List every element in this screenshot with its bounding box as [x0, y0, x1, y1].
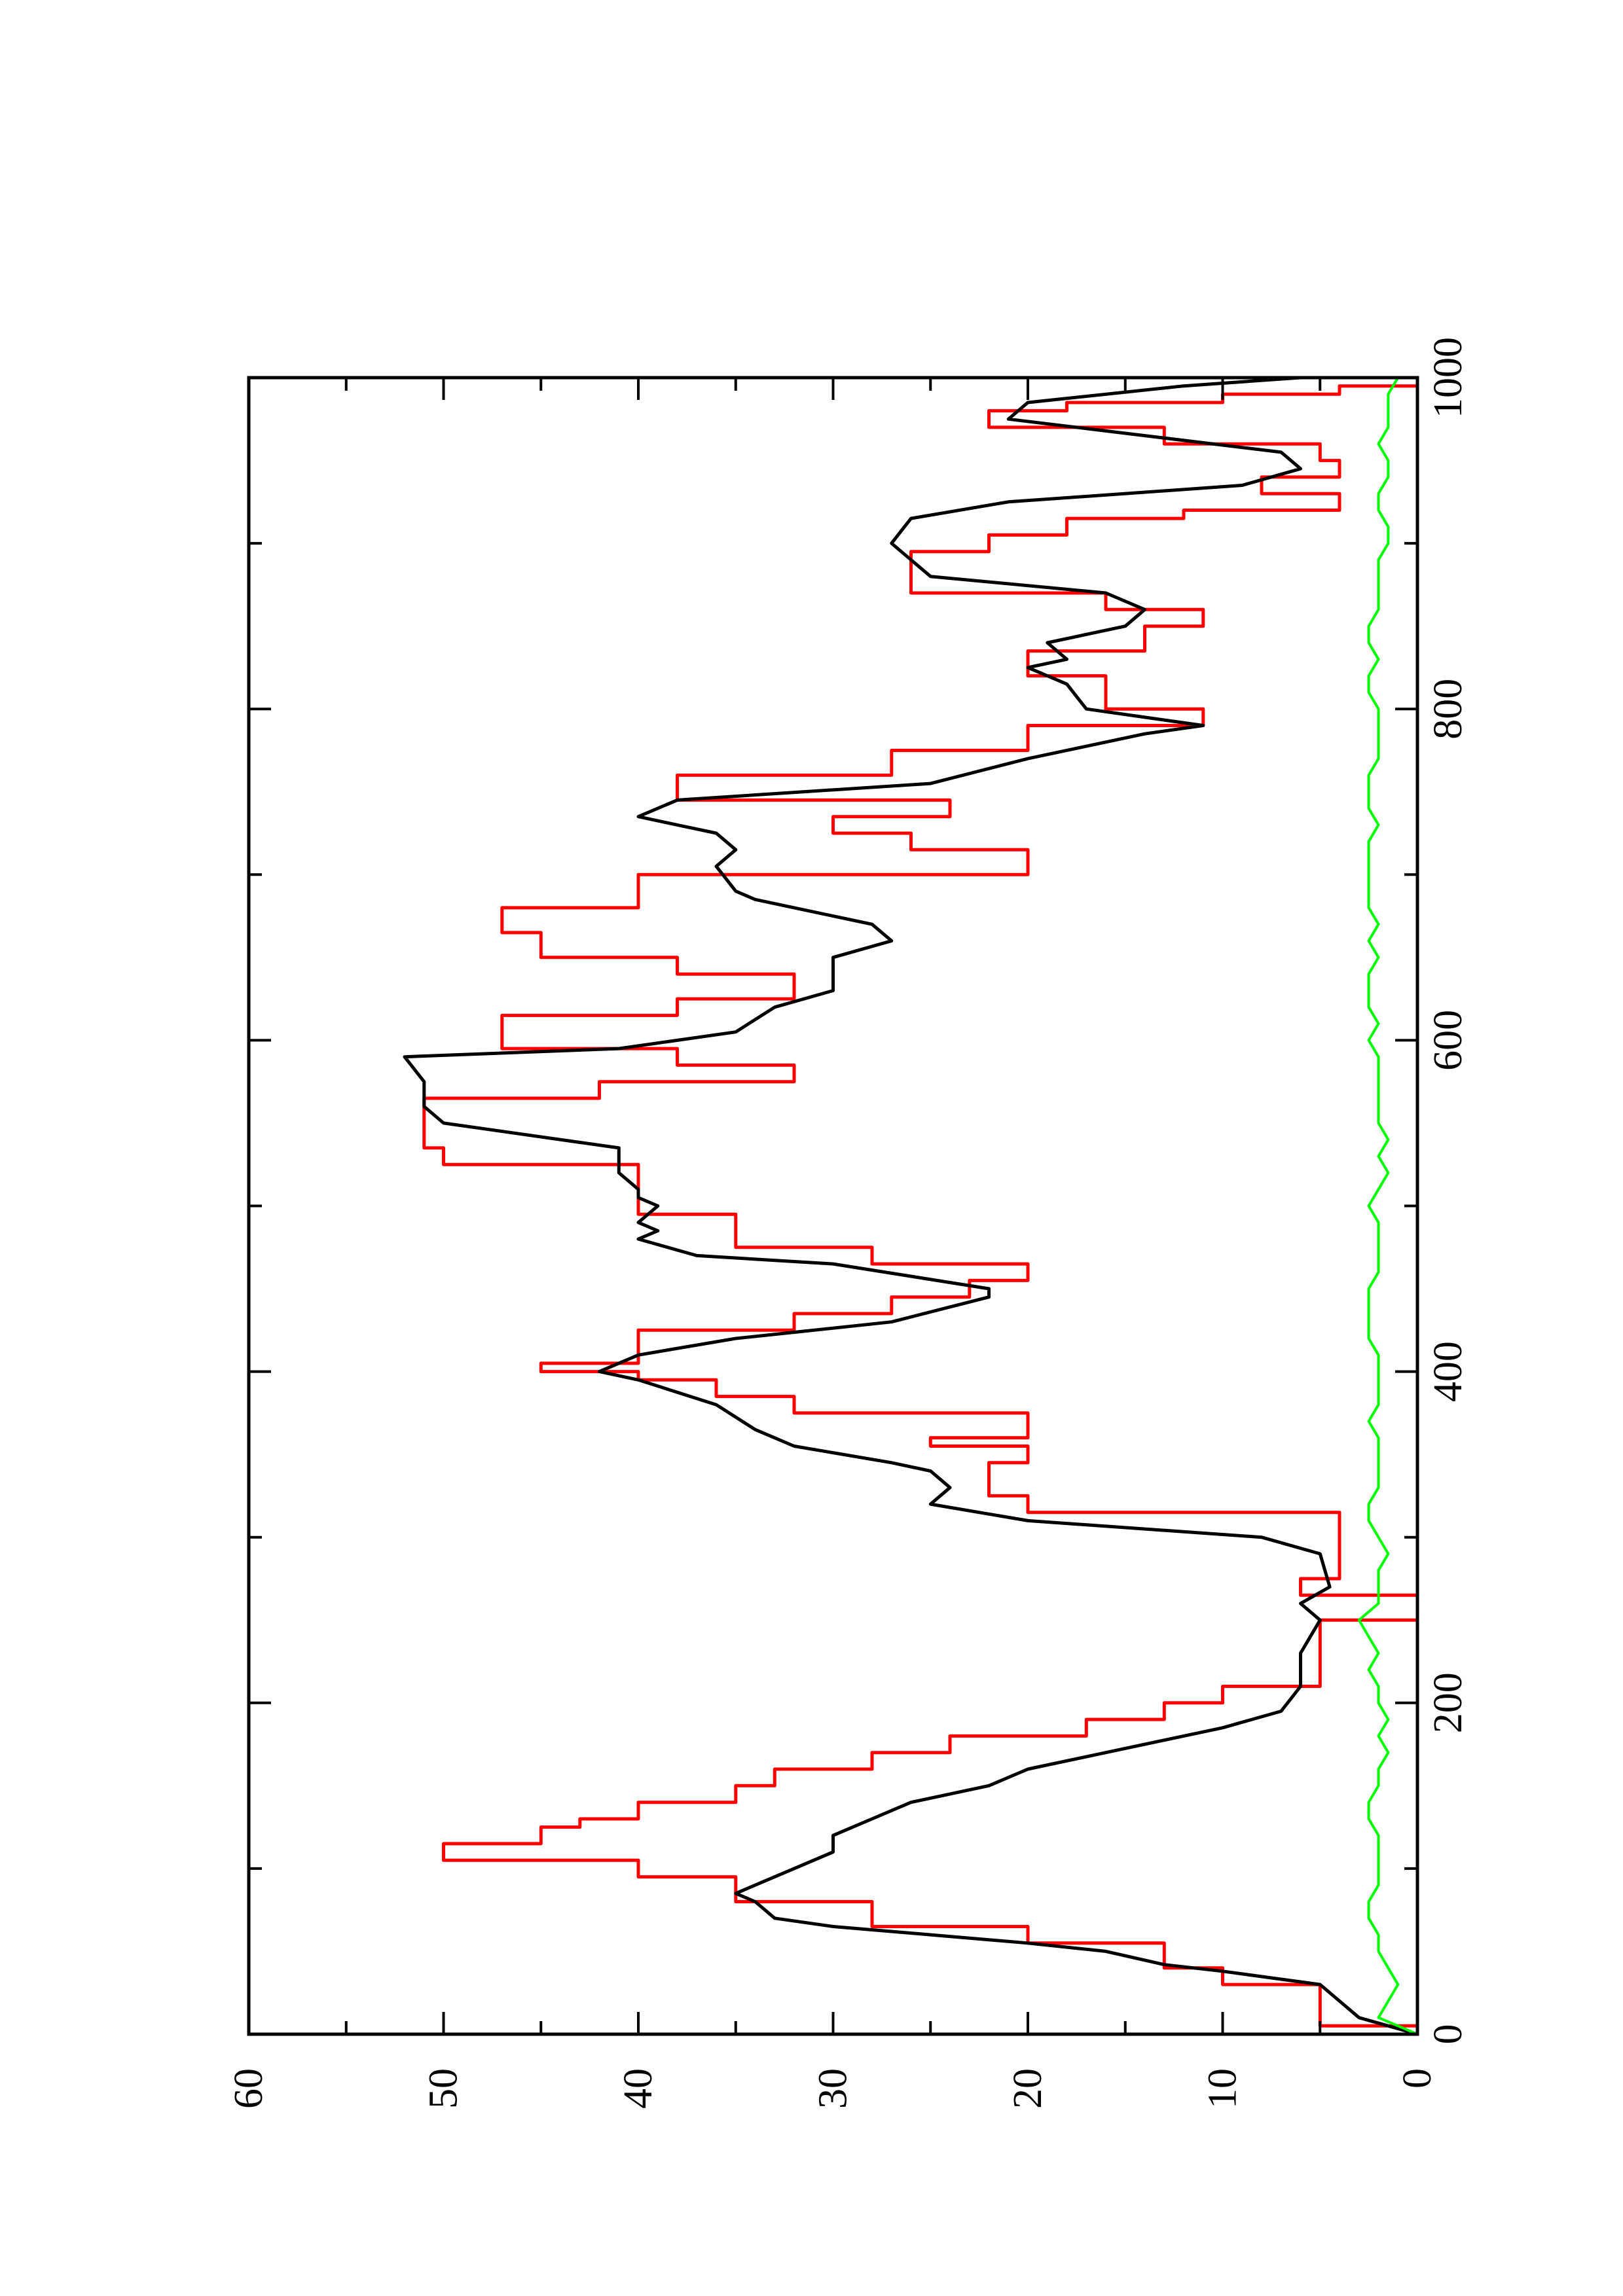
labels-layer: 0 200 400 600 800 1000 0 10 20 30 40 50 60: [227, 337, 1470, 2109]
x-axis-tick-label: 400: [1426, 1341, 1470, 1402]
x-axis-tick-label: 1000: [1426, 337, 1470, 418]
y-axis-tick-label: 50: [422, 2068, 466, 2109]
series-layer: [403, 376, 1419, 2036]
y-axis-tick-label: 60: [227, 2068, 271, 2109]
x-axis-tick-label: 600: [1426, 1010, 1470, 1071]
series-line-1: [422, 378, 1419, 2034]
x-axis-tick-label: 0: [1426, 2024, 1470, 2045]
x-axis-tick-label: 800: [1426, 679, 1470, 740]
y-axis-tick-label: 10: [1201, 2068, 1245, 2109]
x-axis-tick-label: 200: [1426, 1672, 1470, 1733]
series-line-3: [1357, 376, 1418, 2036]
y-axis-tick-label: 0: [1395, 2068, 1440, 2089]
y-axis-tick-label: 30: [811, 2068, 856, 2109]
ticks-layer: [247, 376, 1419, 2036]
y-axis-tick-label: 40: [616, 2068, 661, 2109]
series-line-2: [403, 376, 1418, 2036]
plot-frame: [247, 376, 1419, 2036]
y-axis-tick-label: 20: [1006, 2068, 1050, 2109]
